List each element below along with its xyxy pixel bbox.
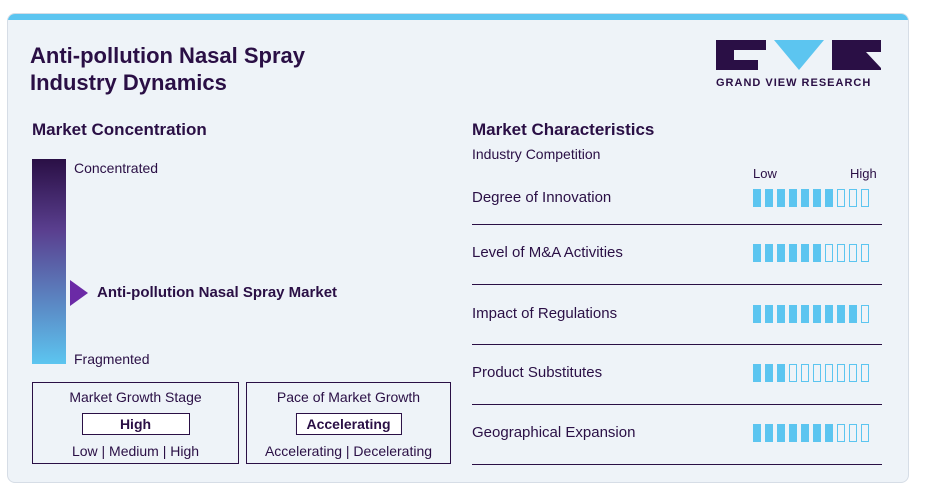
rating-segment-filled [825, 424, 833, 442]
characteristic-label: Geographical Expansion [472, 424, 636, 441]
rating-segment-filled [777, 189, 785, 207]
characteristic-row: Geographical Expansion [472, 405, 882, 465]
grand-view-research-logo: GRAND VIEW RESEARCH [716, 40, 881, 89]
market-position-marker-icon [70, 280, 88, 306]
rating-segment-filled [825, 189, 833, 207]
rating-segment-empty [849, 424, 857, 442]
rating-segment-filled [813, 189, 821, 207]
rating-segment-filled [765, 305, 773, 323]
rating-segment-filled [753, 364, 761, 382]
row-divider [472, 404, 882, 405]
market-concentration-heading: Market Concentration [32, 120, 207, 139]
scale-low-label: Low [753, 166, 777, 181]
concentration-gradient-bar [32, 159, 66, 364]
growth-pace-options: Accelerating | Decelerating [264, 443, 433, 459]
rating-segment-empty [861, 189, 869, 207]
rating-bar [753, 305, 869, 323]
rating-segment-empty [837, 424, 845, 442]
row-divider [472, 344, 882, 345]
growth-stage-value: High [81, 413, 190, 435]
growth-stage-options: Low | Medium | High [71, 443, 200, 459]
rating-segment-filled [801, 424, 809, 442]
characteristic-row: Level of M&A Activities [472, 225, 882, 285]
rating-segment-filled [765, 189, 773, 207]
rating-segment-empty [825, 244, 833, 262]
market-position-label: Anti-pollution Nasal Spray Market [97, 284, 338, 301]
rating-segment-empty [837, 244, 845, 262]
characteristic-label: Degree of Innovation [472, 189, 612, 206]
rating-segment-empty [861, 364, 869, 382]
rating-segment-filled [777, 424, 785, 442]
row-divider [472, 284, 882, 285]
characteristic-row: Impact of Regulations [472, 285, 882, 345]
rating-segment-filled [765, 424, 773, 442]
rating-segment-empty [825, 364, 833, 382]
rating-segment-filled [849, 305, 857, 323]
rating-segment-filled [789, 424, 797, 442]
rating-segment-filled [765, 244, 773, 262]
growth-stage-title: Market Growth Stage [69, 389, 202, 405]
accent-top-bar [8, 14, 908, 20]
characteristic-label: Impact of Regulations [472, 305, 618, 322]
characteristic-label: Level of M&A Activities [472, 244, 623, 261]
rating-segment-filled [789, 305, 797, 323]
rating-segment-empty [861, 424, 869, 442]
rating-segment-empty [789, 364, 797, 382]
market-characteristics-heading: Market Characteristics [472, 120, 655, 139]
rating-segment-filled [813, 305, 821, 323]
rating-segment-filled [777, 244, 785, 262]
rating-segment-filled [765, 364, 773, 382]
growth-pace-value: Accelerating [295, 413, 402, 435]
rating-bar [753, 189, 869, 207]
rating-segment-empty [801, 364, 809, 382]
rating-bar [753, 424, 869, 442]
rating-segment-empty [837, 189, 845, 207]
rating-segment-filled [801, 244, 809, 262]
growth-pace-title: Pace of Market Growth [276, 389, 421, 405]
industry-competition-subheading: Industry Competition [472, 146, 601, 162]
rating-segment-empty [813, 364, 821, 382]
rating-segment-filled [813, 244, 821, 262]
rating-segment-empty [861, 305, 869, 323]
market-growth-stage-box: Market Growth Stage High Low | Medium | … [32, 382, 239, 464]
rating-segment-filled [801, 305, 809, 323]
characteristic-row: Product Substitutes [472, 345, 882, 405]
rating-segment-filled [777, 305, 785, 323]
rating-segment-empty [849, 244, 857, 262]
scale-high-label: High [850, 166, 877, 181]
rating-segment-filled [753, 305, 761, 323]
rating-bar [753, 244, 869, 262]
rating-segment-filled [789, 244, 797, 262]
rating-segment-filled [825, 305, 833, 323]
logo-icon [716, 40, 881, 70]
rating-segment-empty [861, 244, 869, 262]
characteristic-label: Product Substitutes [472, 364, 603, 381]
rating-segment-filled [753, 244, 761, 262]
page-title: Anti-pollution Nasal Spray Industry Dyna… [30, 43, 306, 95]
row-divider [472, 224, 882, 225]
infographic-card: Anti-pollution Nasal Spray Industry Dyna… [7, 13, 909, 483]
rating-segment-empty [849, 189, 857, 207]
fragmented-label: Fragmented [74, 351, 150, 367]
row-divider [472, 464, 882, 465]
rating-segment-empty [837, 364, 845, 382]
rating-segment-filled [753, 424, 761, 442]
rating-segment-filled [789, 189, 797, 207]
logo-text: GRAND VIEW RESEARCH [716, 77, 872, 89]
rating-bar [753, 364, 869, 382]
pace-of-market-growth-box: Pace of Market Growth Accelerating Accel… [246, 382, 451, 464]
concentrated-label: Concentrated [74, 160, 159, 176]
rating-segment-filled [753, 189, 761, 207]
rating-segment-empty [849, 364, 857, 382]
characteristic-row: Degree of Innovation [472, 165, 882, 225]
rating-segment-filled [837, 305, 845, 323]
rating-segment-filled [801, 189, 809, 207]
rating-segment-filled [777, 364, 785, 382]
rating-segment-filled [813, 424, 821, 442]
